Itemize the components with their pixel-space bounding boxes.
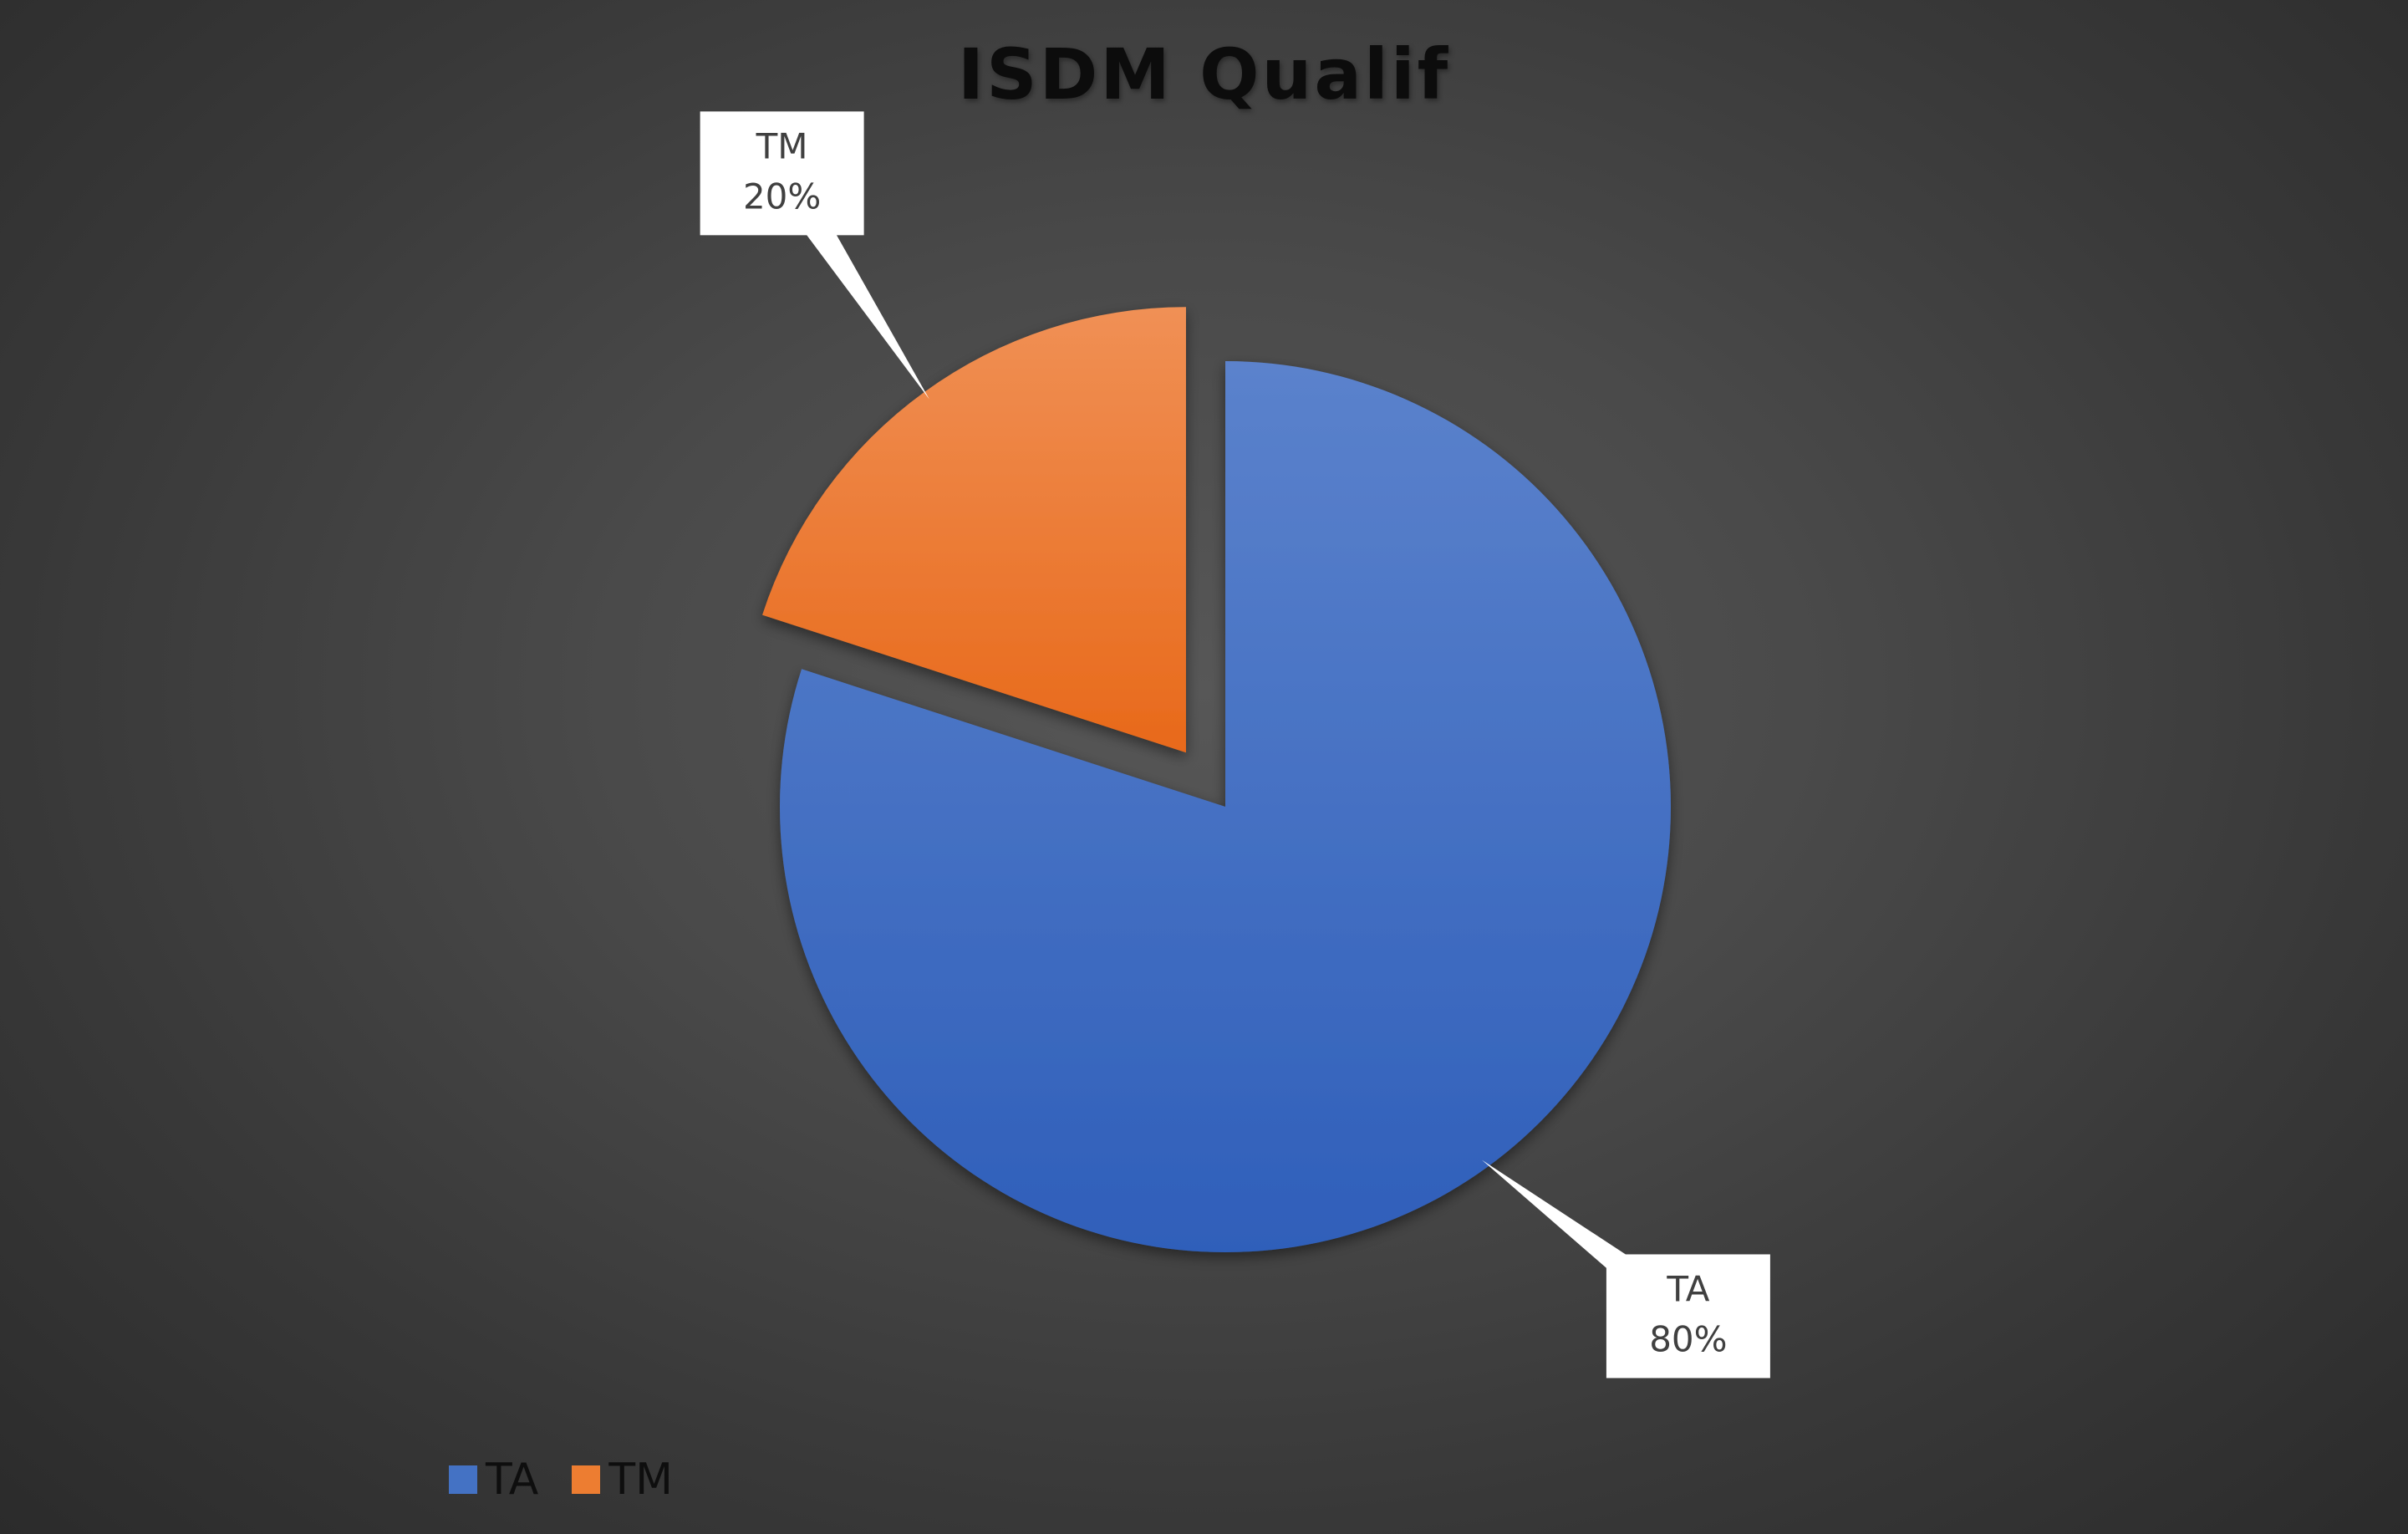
data-label-category: TA bbox=[1666, 1268, 1709, 1309]
legend-item-ta: TA bbox=[449, 1455, 538, 1505]
data-labels: TA 80% TM 20% bbox=[700, 111, 1770, 1379]
data-label-category: TM bbox=[756, 125, 808, 166]
data-label-percent: 80% bbox=[1649, 1318, 1727, 1359]
chart-title: ISDM Qualif bbox=[957, 33, 1451, 115]
callout-box bbox=[1606, 1254, 1770, 1379]
pie-slice-ta bbox=[780, 361, 1671, 1252]
data-label-tm: TM 20% bbox=[700, 111, 929, 400]
callout-box bbox=[700, 111, 864, 236]
callout-pointer bbox=[787, 193, 929, 400]
legend-swatch-tm bbox=[572, 1465, 601, 1494]
legend-label-tm: TM bbox=[608, 1455, 673, 1505]
pie-slices bbox=[762, 307, 1671, 1252]
pie-slice-tm bbox=[762, 307, 1186, 753]
legend: TA TM bbox=[449, 1455, 673, 1505]
legend-swatch-ta bbox=[449, 1465, 477, 1494]
legend-item-tm: TM bbox=[572, 1455, 673, 1505]
data-label-ta: TA 80% bbox=[1482, 1159, 1770, 1379]
legend-label-ta: TA bbox=[486, 1455, 539, 1505]
data-label-percent: 20% bbox=[743, 176, 821, 217]
